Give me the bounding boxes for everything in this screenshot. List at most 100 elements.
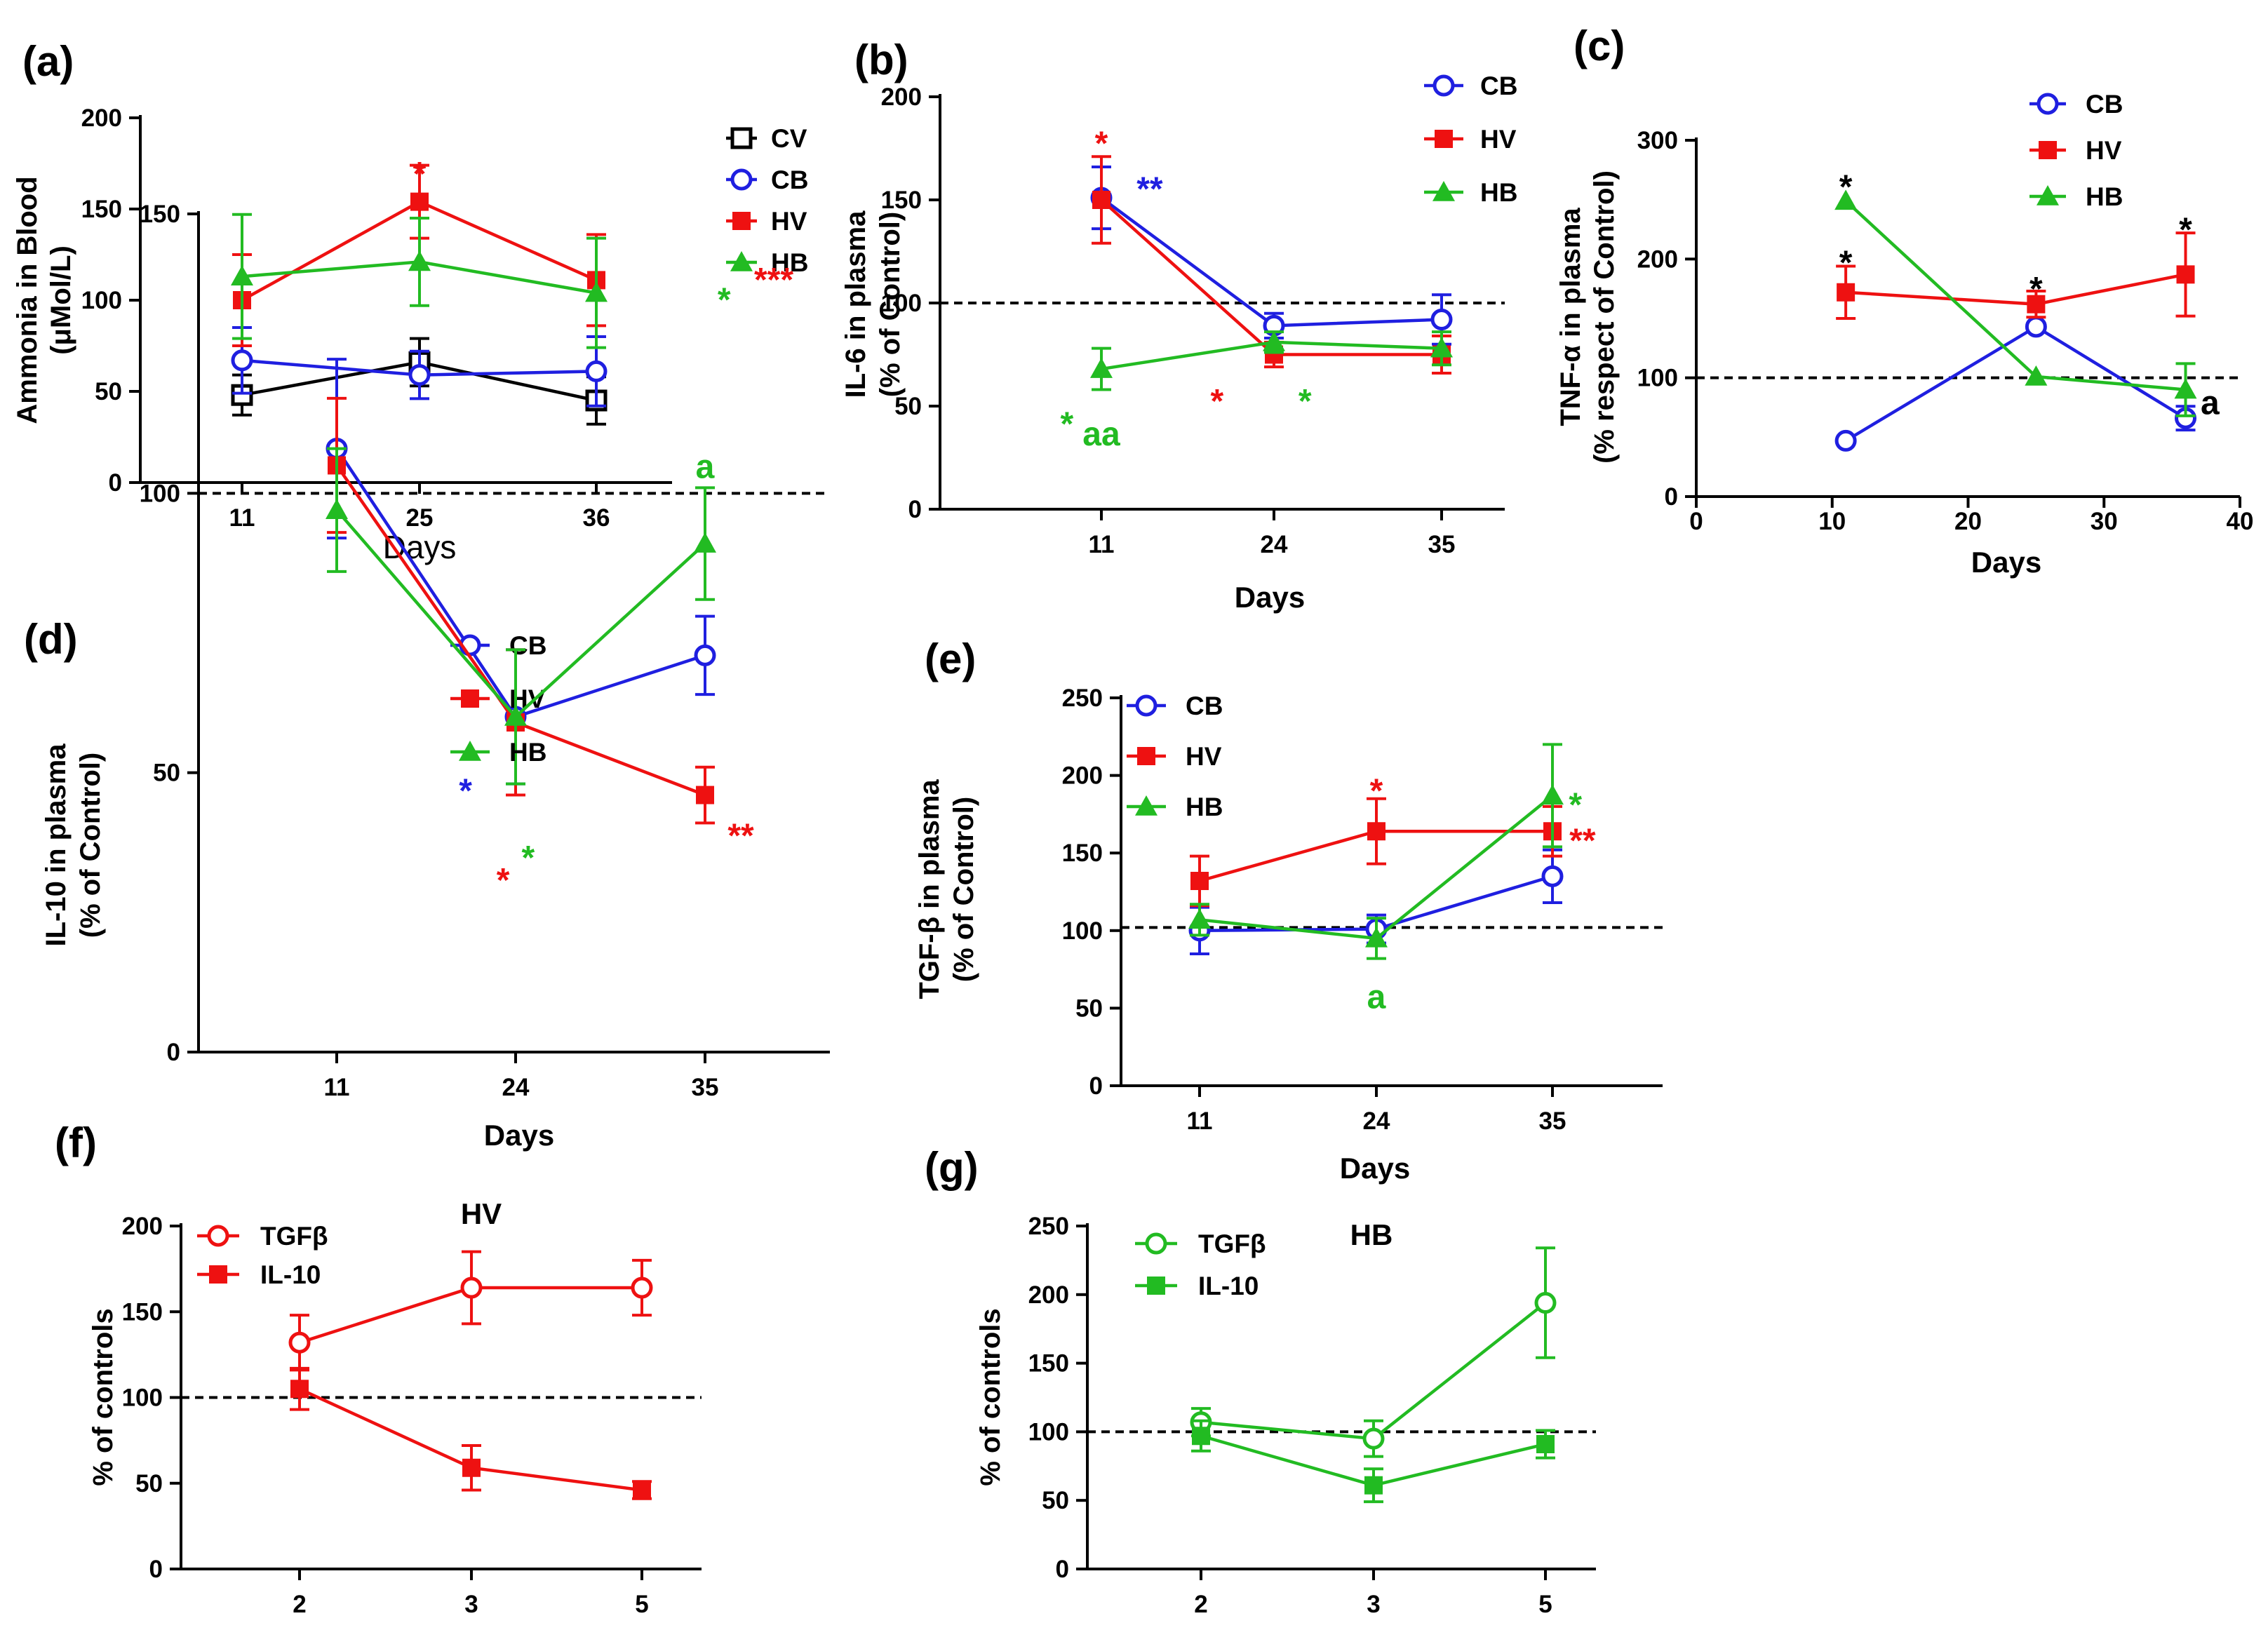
legend-marker <box>730 168 753 191</box>
significance-annotation: ** <box>727 817 754 854</box>
x-axis-title: Days <box>1235 581 1305 614</box>
legend-marker <box>730 127 753 149</box>
legend-label: HB <box>2086 182 2123 211</box>
x-tick-label: 40 <box>2227 508 2254 535</box>
chart-panel-d: (d) 0 50 100 150 11 24 35 IL-10 in plasma (% of C… <box>24 201 830 1152</box>
legend-marker <box>1137 747 1155 765</box>
significance-annotation: * <box>1839 245 1853 282</box>
legend-label: HV <box>1186 742 1222 771</box>
y-axis-title: TGF-β in plasma <box>914 779 945 999</box>
data-point <box>1362 1427 1385 1450</box>
series-hb <box>1834 189 2197 417</box>
y-tick-label: 50 <box>153 760 180 787</box>
legend-marker <box>1432 74 1455 97</box>
y-tick-label: 200 <box>81 105 122 132</box>
y-axis-title: (% of Control) <box>875 212 906 397</box>
legend-item: TGFβ <box>1135 1230 1266 1258</box>
series-line <box>1200 1301 1547 1441</box>
legend-marker <box>1145 1232 1167 1255</box>
data-point <box>1365 927 1388 948</box>
data-point <box>1263 330 1285 351</box>
y-tick-label: 100 <box>1028 1418 1069 1446</box>
data-point <box>460 1277 483 1299</box>
y-tick-label: 0 <box>109 469 122 497</box>
x-tick-label: 3 <box>464 1591 478 1618</box>
data-point <box>1364 1476 1383 1495</box>
legend-label: CB <box>1186 692 1223 720</box>
legend-label: CB <box>2086 90 2123 119</box>
data-point <box>290 1380 309 1399</box>
legend-item: CV <box>726 124 807 153</box>
y-axis-title: % of controls <box>975 1308 1006 1486</box>
significance-annotation: * <box>2029 271 2043 308</box>
significance-annotation: a <box>1367 979 1386 1016</box>
significance-annotation: * <box>1370 773 1383 810</box>
legend-label: CV <box>771 124 807 153</box>
legend-marker <box>1135 795 1158 816</box>
data-point <box>326 499 348 520</box>
y-tick-label: 150 <box>881 187 922 214</box>
y-axis-title: IL-6 in plasma <box>840 210 871 398</box>
chart-panel-g: (g) 0 50 100 150 200 250 2 3 5 % of controls HB TGFβ… <box>925 1144 1596 1618</box>
legend-label: IL-10 <box>260 1260 321 1289</box>
legend-item: HB <box>1127 793 1223 821</box>
legend-item: TGFβ <box>197 1222 328 1251</box>
data-point <box>504 706 527 726</box>
significance-annotation: * <box>1095 126 1108 163</box>
y-tick-label: 150 <box>1028 1350 1069 1378</box>
legend-label: HV <box>2086 136 2122 165</box>
y-tick-label: 100 <box>881 290 922 317</box>
data-point <box>1430 337 1453 358</box>
legend-item: HV <box>1127 742 1222 771</box>
significance-annotation: *** <box>754 262 793 299</box>
legend-marker <box>207 1225 229 1247</box>
significance-annotation: * <box>413 156 427 193</box>
x-axis-title: Days <box>1340 1152 1410 1185</box>
legend-marker <box>1435 130 1453 148</box>
y-tick-label: 50 <box>1042 1487 1069 1514</box>
data-point <box>631 1277 653 1299</box>
legend-marker <box>459 741 481 761</box>
panel-label: (e) <box>925 635 976 682</box>
legend-marker <box>1147 1277 1165 1295</box>
legend-item: HB <box>450 738 546 767</box>
x-tick-label: 36 <box>583 504 610 532</box>
series-line <box>1845 273 2186 306</box>
legend-item: HV <box>1424 125 1517 154</box>
y-tick-label: 0 <box>149 1556 163 1583</box>
data-point <box>1367 822 1385 841</box>
data-point <box>462 1458 481 1477</box>
significance-annotation: a <box>696 449 715 486</box>
x-tick-label: 20 <box>1954 508 1982 535</box>
legend-item: IL-10 <box>197 1260 321 1289</box>
y-tick-label: 100 <box>140 480 180 507</box>
significance-annotation: * <box>718 281 731 318</box>
significance-annotation: ** <box>1136 170 1163 208</box>
x-tick-label: 35 <box>1428 531 1456 558</box>
significance-annotation: * <box>1839 168 1853 206</box>
y-tick-label: 0 <box>1089 1072 1103 1100</box>
y-tick-label: 150 <box>81 196 122 223</box>
significance-annotation: * <box>1569 786 1582 823</box>
y-axis-title: % of controls <box>88 1308 119 1486</box>
y-tick-label: 50 <box>95 378 122 405</box>
y-tick-label: 0 <box>1056 1556 1069 1583</box>
panel-label: (f) <box>55 1119 97 1166</box>
legend-label: HV <box>1480 125 1517 154</box>
data-point <box>2174 378 2197 399</box>
data-point <box>1190 872 1209 891</box>
significance-annotation: * <box>1210 383 1223 420</box>
x-tick-label: 11 <box>229 504 255 532</box>
series-line <box>335 447 706 719</box>
x-tick-label: 25 <box>406 504 434 532</box>
data-point <box>1188 908 1211 929</box>
y-tick-label: 200 <box>1637 245 1678 273</box>
y-tick-label: 200 <box>881 83 922 111</box>
legend-item: IL-10 <box>1135 1272 1259 1300</box>
panel-label: (g) <box>925 1144 979 1191</box>
series-cb <box>1834 316 2196 452</box>
y-tick-label: 200 <box>122 1213 163 1240</box>
x-tick-label: 11 <box>1187 1107 1213 1135</box>
legend-item: CB <box>2029 90 2123 119</box>
